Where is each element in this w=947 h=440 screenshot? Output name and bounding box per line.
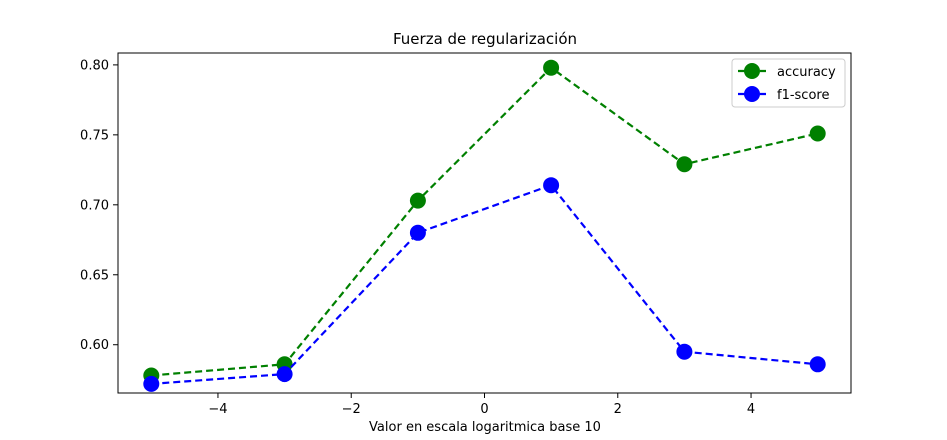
series-line-f1-score [151,183,818,385]
data-point-f1-score [276,366,293,383]
data-point-f1-score [543,177,560,194]
x-tick-label: 4 [747,402,755,417]
x-tick-label: 2 [614,402,622,417]
legend-marker-accuracy [744,63,760,79]
y-tick-label: 0.65 [80,268,109,283]
data-point-accuracy [676,156,693,173]
series-line-accuracy [151,66,818,377]
data-point-accuracy [543,59,560,76]
chart-title: Fuerza de regularización [393,30,577,48]
data-point-accuracy [809,125,826,142]
data-point-accuracy [409,192,426,209]
data-point-f1-score [409,224,426,241]
data-point-f1-score [143,375,160,392]
y-tick-label: 0.80 [80,58,109,73]
legend-label-f1-score: f1-score [777,88,829,103]
y-tick-label: 0.75 [80,128,109,143]
y-axis: 0.60 0.65 0.70 0.75 0.80 [80,58,118,353]
x-axis: −4 −2 0 2 4 [208,393,755,417]
x-tick-label: −2 [342,402,361,417]
legend-marker-f1-score [744,86,760,102]
x-axis-label: Valor en escala logaritmica base 10 [369,420,601,435]
plot-area [118,53,851,393]
x-tick-label: 0 [480,402,488,417]
data-point-f1-score [809,356,826,373]
series-layer [143,59,826,392]
legend-label-accuracy: accuracy [777,65,836,80]
data-point-f1-score [676,343,693,360]
y-tick-label: 0.70 [80,198,109,213]
legend: accuracy f1-score [731,58,846,108]
x-tick-label: −4 [208,402,227,417]
y-tick-label: 0.60 [80,338,109,353]
